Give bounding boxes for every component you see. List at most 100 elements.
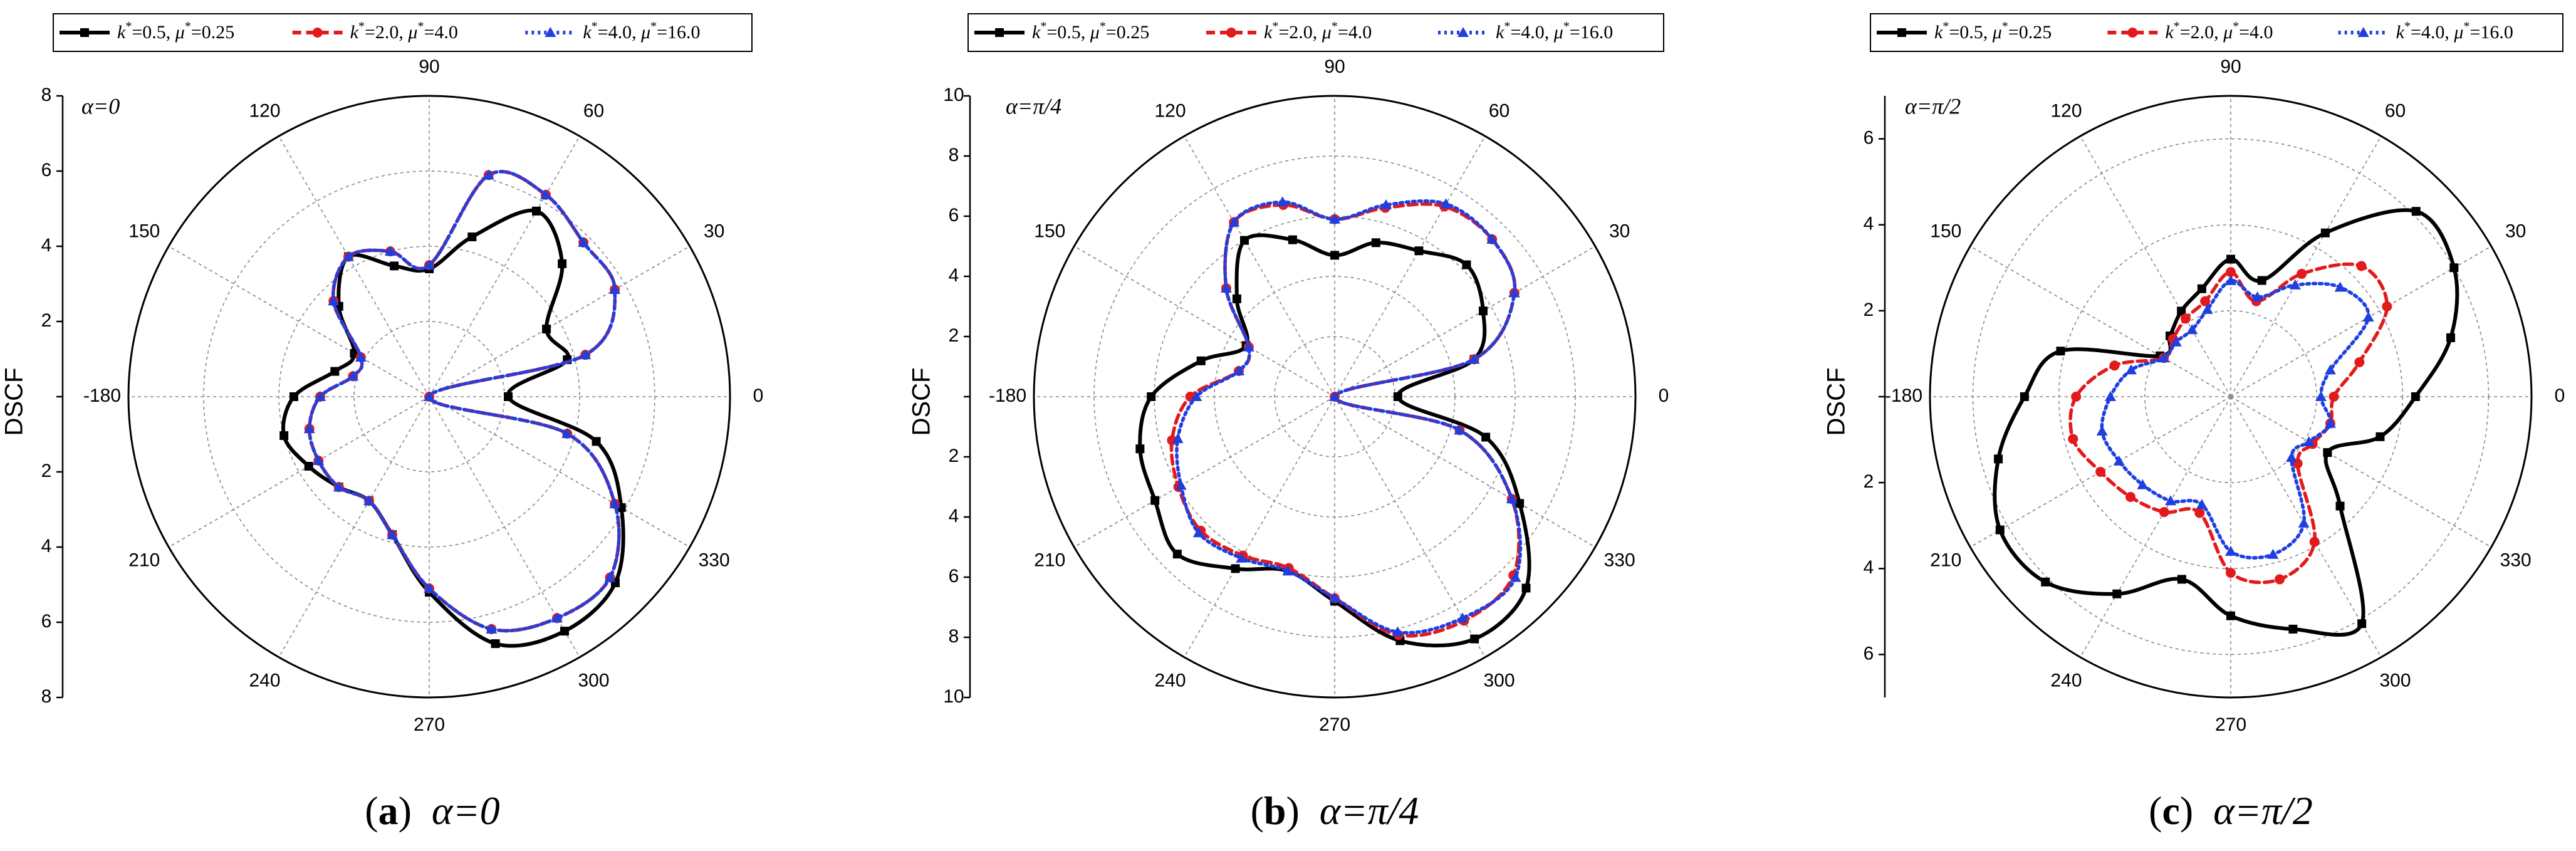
legend-entry-label: k*=2.0, μ*=4.0 <box>1264 19 1372 43</box>
legend-entry-label: k*=0.5, μ*=0.25 <box>117 19 234 43</box>
triangle-marker <box>2289 279 2301 290</box>
angle-label: 150 <box>128 221 160 241</box>
polar-grid <box>127 95 731 699</box>
triangle-marker <box>1192 527 1204 538</box>
angle-label: 300 <box>2379 671 2411 691</box>
series-line <box>2068 262 2389 585</box>
panel-caption: (b) α=π/4 <box>1251 788 1419 833</box>
tick-label: 6 <box>1864 127 1874 148</box>
square-marker <box>467 232 477 241</box>
square-marker <box>491 639 500 649</box>
angle-label: 330 <box>2500 550 2532 570</box>
triangle-marker <box>2225 545 2236 556</box>
triangle-marker <box>2225 274 2236 285</box>
angle-label: 60 <box>2385 100 2406 121</box>
triangle-marker <box>1508 287 1520 298</box>
y-axis-label: DSCF <box>1 368 28 436</box>
triangle-marker <box>2196 499 2208 509</box>
triangle-marker <box>2113 455 2125 466</box>
angle-label: 330 <box>1604 550 1635 570</box>
tick-label: 2 <box>41 461 52 481</box>
square-marker <box>330 367 340 376</box>
legend-box <box>53 13 753 52</box>
grid-ring <box>2144 310 2317 483</box>
triangle-marker <box>2201 303 2213 314</box>
triangle-marker <box>1468 353 1480 364</box>
panel-c: k*=0.5, μ*=0.25 k*=2.0, μ*=4.0 k*=4.0, μ*=… <box>1823 13 2565 833</box>
panel-caption: (c) α=π/2 <box>2149 788 2313 833</box>
radial-axis: 6 4 2 2 4 6 DSCF <box>1823 96 1886 697</box>
grid-spoke <box>429 396 580 658</box>
tick-label: 10 <box>943 85 964 105</box>
square-marker <box>1393 392 1402 401</box>
tick-label: 10 <box>943 686 964 707</box>
angle-label: 60 <box>1489 100 1510 121</box>
triangle-marker <box>2303 436 2315 446</box>
triangle-marker <box>2324 417 2336 428</box>
triangle-marker <box>1276 196 1288 207</box>
circle-marker <box>2109 360 2120 371</box>
triangle-marker <box>1172 433 1184 444</box>
triangle-marker <box>604 572 616 582</box>
square-marker <box>2335 501 2345 511</box>
triangle-marker <box>2285 451 2297 462</box>
circle-marker <box>2356 261 2367 271</box>
legend: k*=0.5, μ*=0.25 k*=2.0, μ*=4.0 k*=4.0, μ*=… <box>53 13 753 52</box>
square-marker <box>1231 564 1240 573</box>
triangle-marker <box>551 612 563 623</box>
square-marker <box>2177 575 2186 584</box>
triangle-marker <box>578 236 590 247</box>
tick-label: 8 <box>41 686 52 707</box>
triangle-marker <box>545 27 556 37</box>
square-marker <box>2320 228 2330 238</box>
series-0 <box>1135 233 1531 648</box>
grid-spoke <box>1073 396 1335 548</box>
tick-label: 4 <box>949 265 959 286</box>
square-marker <box>1196 356 1206 365</box>
triangle-marker <box>1486 233 1498 244</box>
square-marker <box>80 28 89 37</box>
square-marker <box>2449 263 2459 273</box>
series-2 <box>303 169 621 634</box>
triangle-marker <box>2125 364 2137 375</box>
grid-spoke <box>2230 135 2382 397</box>
triangle-marker <box>1457 27 1469 37</box>
angle-label: 120 <box>2050 100 2082 121</box>
alpha-annotation: α=π/2 <box>1905 93 1961 118</box>
grid-spoke <box>278 396 430 658</box>
circle-marker <box>1226 28 1236 38</box>
grid-spoke <box>1334 396 1486 658</box>
square-marker <box>542 325 551 333</box>
grid-spoke <box>1334 135 1486 397</box>
triangle-marker <box>2251 291 2263 302</box>
tick-label: 6 <box>41 611 52 632</box>
triangle-marker <box>1243 341 1254 352</box>
square-marker <box>2177 306 2186 316</box>
radial-axis: 8 6 4 2 2 4 6 8 DSCF <box>1 85 64 707</box>
angle-label: 150 <box>1034 221 1065 241</box>
angle-label: 240 <box>249 671 280 691</box>
grid-spoke <box>168 396 430 548</box>
triangle-marker <box>303 423 315 434</box>
triangle-marker <box>333 481 345 492</box>
triangle-marker <box>2105 391 2116 401</box>
square-marker <box>279 431 289 441</box>
angle-label: 300 <box>578 671 609 691</box>
series-2 <box>2096 274 2374 560</box>
square-marker <box>592 437 601 446</box>
square-marker <box>1135 444 1145 454</box>
tick-label: 6 <box>41 160 52 180</box>
triangle-marker <box>2137 479 2149 489</box>
legend-entry-label: k*=2.0, μ*=4.0 <box>350 19 458 43</box>
square-marker <box>1515 499 1525 508</box>
angle-label-180: -180 <box>83 385 121 406</box>
square-marker <box>560 627 569 636</box>
angle-label: 270 <box>1319 714 1350 735</box>
square-marker <box>558 259 567 268</box>
square-marker <box>995 28 1004 37</box>
triangle-marker <box>1440 198 1452 209</box>
square-marker <box>1994 454 2003 464</box>
series-2 <box>1172 196 1523 637</box>
circle-marker <box>2328 392 2339 402</box>
